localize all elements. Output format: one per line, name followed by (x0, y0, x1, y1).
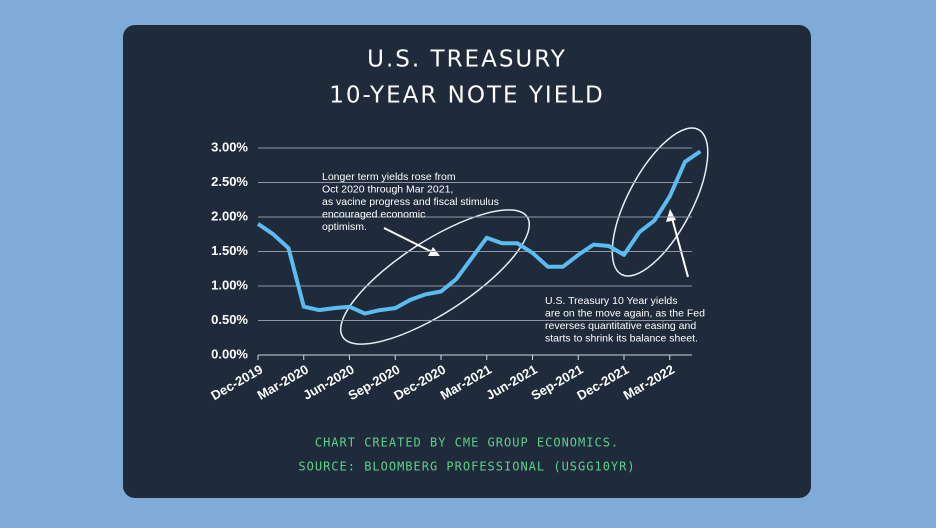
annotation-line: as vacine progress and fiscal stimulus (322, 196, 499, 208)
annotation-line: reverses quantitative easing and (545, 320, 696, 332)
y-tick-label: 3.00% (211, 139, 248, 154)
arrow (671, 217, 689, 278)
y-tick-label: 1.50% (211, 243, 248, 258)
annotation-line: U.S. Treasury 10 Year yields (545, 295, 678, 307)
y-tick-label: 2.00% (211, 208, 248, 223)
annotation-line: Longer term yields rose from (322, 171, 456, 183)
title-line: U.S. TREASURY (367, 47, 567, 73)
annotation-line: Oct 2020 through Mar 2021, (322, 183, 453, 195)
arrow-head (666, 209, 676, 222)
annotation-line: are on the move again, as the Fed (545, 307, 705, 319)
arrow (383, 227, 433, 253)
footer-line: SOURCE: BLOOMBERG PROFESSIONAL (USGG10YR… (298, 460, 635, 474)
yield-line (256, 149, 702, 316)
annotation-line: encouraged economic (322, 208, 425, 220)
y-tick-label: 0.50% (211, 312, 248, 327)
y-tick-label: 1.00% (211, 277, 248, 292)
y-tick-label: 0.00% (211, 346, 248, 361)
footer-line: CHART CREATED BY CME GROUP ECONOMICS. (315, 436, 619, 450)
title-line: 10-YEAR NOTE YIELD (329, 83, 605, 109)
annotation-line: optimism. (322, 221, 367, 233)
annotation-line: starts to shrink its balance sheet. (545, 332, 698, 344)
y-tick-label: 2.50% (211, 174, 248, 189)
